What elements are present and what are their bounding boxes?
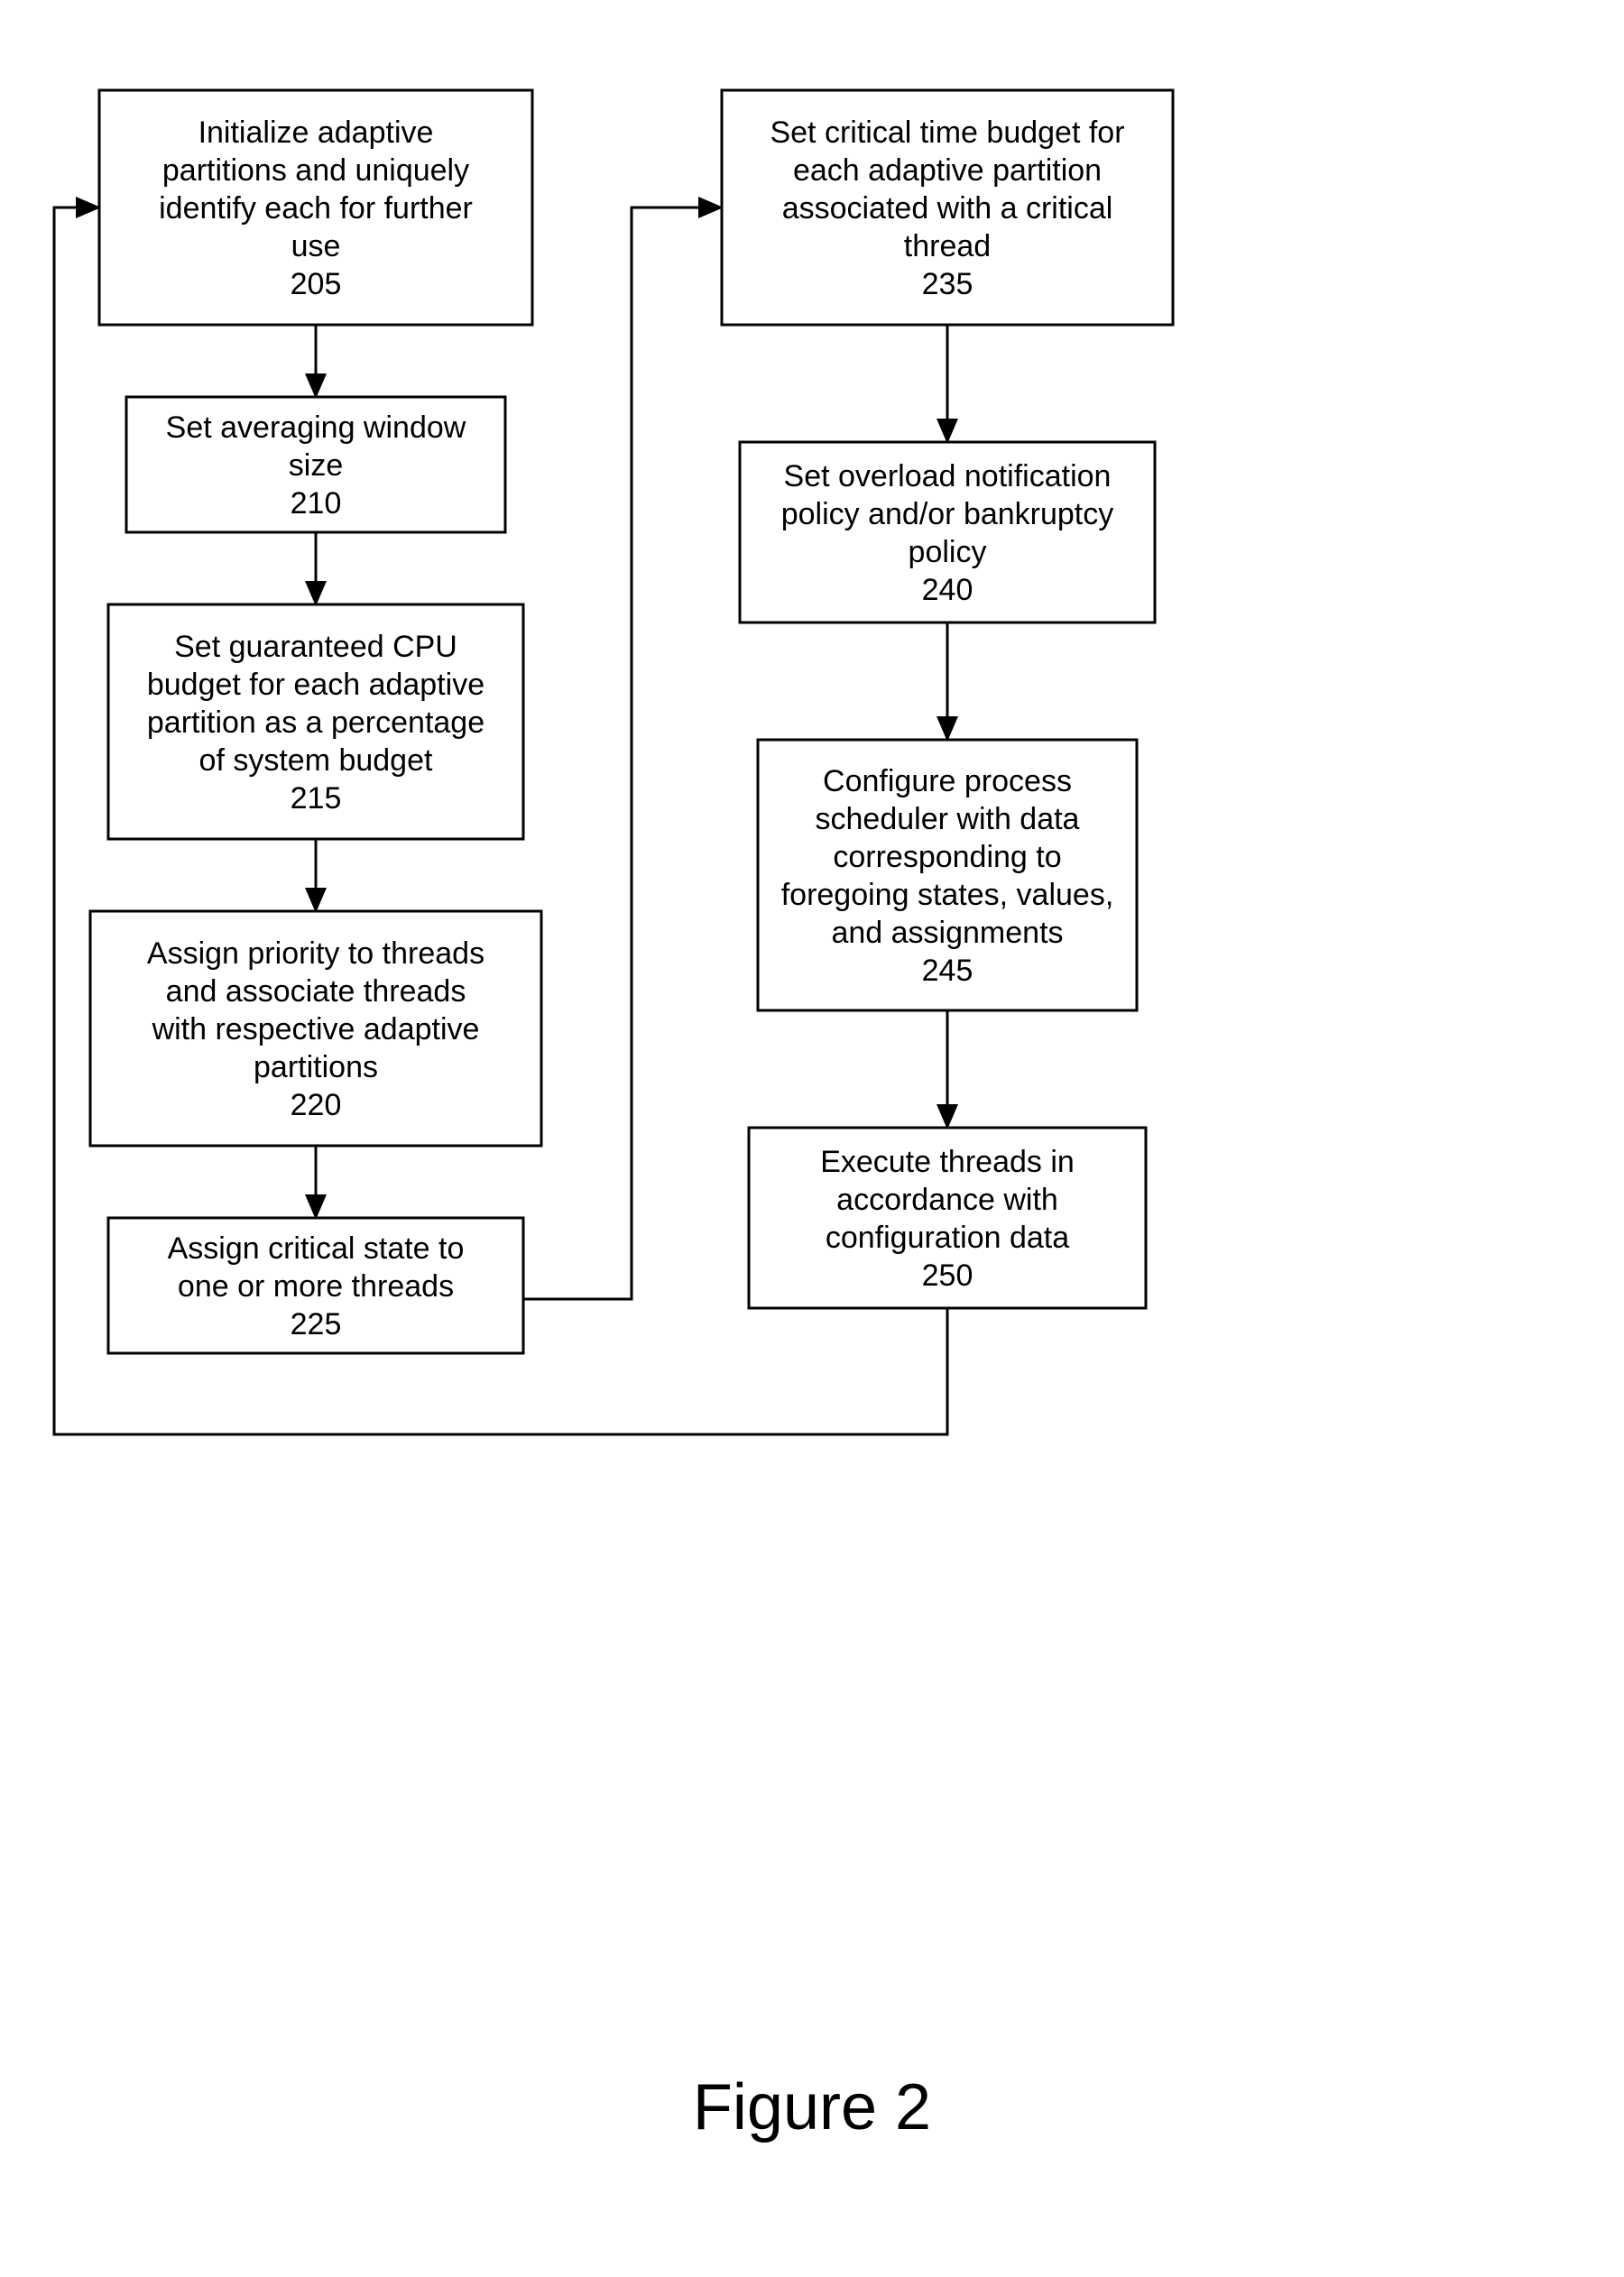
node-240: Set overload notificationpolicy and/or b… (740, 442, 1155, 622)
node-250: Execute threads inaccordance withconfigu… (749, 1128, 1146, 1308)
node-215: Set guaranteed CPUbudget for each adapti… (108, 604, 523, 839)
figure-caption: Figure 2 (693, 2071, 931, 2143)
node-205: Initialize adaptivepartitions and unique… (99, 90, 532, 325)
node-210: Set averaging windowsize210 (126, 397, 505, 532)
node-220: Assign priority to threadsand associate … (90, 911, 541, 1146)
node-225: Assign critical state toone or more thre… (108, 1218, 523, 1353)
node-235: Set critical time budget foreach adaptiv… (722, 90, 1173, 325)
node-245: Configure processscheduler with datacorr… (758, 740, 1137, 1010)
edge-225-235 (523, 207, 722, 1299)
